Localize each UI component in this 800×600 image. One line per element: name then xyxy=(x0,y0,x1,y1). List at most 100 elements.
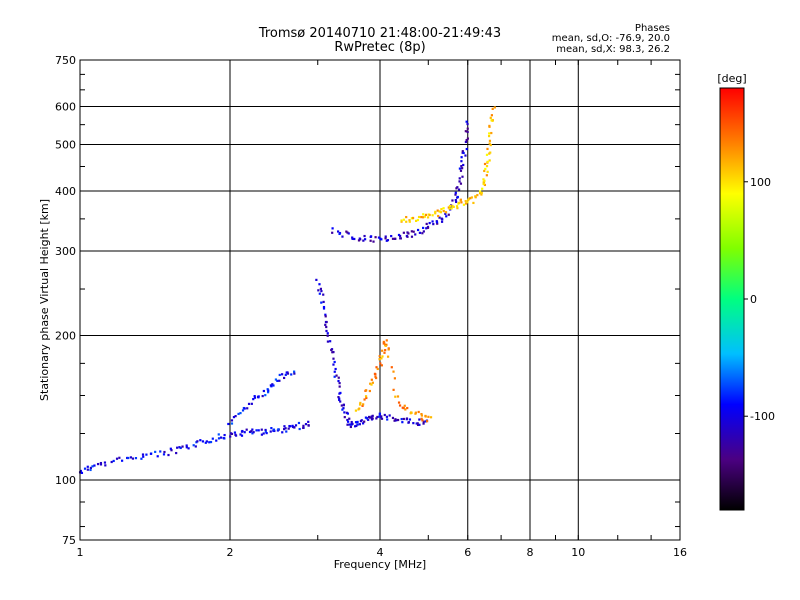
data-point xyxy=(326,334,329,337)
data-point xyxy=(416,218,420,222)
data-point xyxy=(283,425,286,428)
data-point xyxy=(127,456,130,460)
x-axis-label: Frequency [MHz] xyxy=(334,558,426,571)
data-point xyxy=(440,220,444,223)
data-point xyxy=(424,420,427,423)
data-point xyxy=(324,323,327,326)
data-point xyxy=(219,436,223,439)
chart-title: Tromsø 20140710 21:48:00-21:49:43 xyxy=(258,26,502,41)
data-point xyxy=(402,231,405,234)
data-point xyxy=(488,159,491,162)
data-point xyxy=(262,389,265,393)
data-point xyxy=(456,186,459,189)
y-tick-label: 500 xyxy=(55,139,76,152)
data-point xyxy=(455,200,458,203)
data-point xyxy=(380,364,383,367)
data-points xyxy=(78,106,496,475)
data-point xyxy=(290,373,293,376)
data-point xyxy=(370,235,373,238)
data-point xyxy=(417,215,421,219)
data-point xyxy=(324,315,327,318)
data-point xyxy=(465,202,468,205)
data-point xyxy=(427,415,430,418)
data-point xyxy=(331,351,334,354)
data-point xyxy=(89,468,92,472)
data-point xyxy=(439,211,443,214)
data-point xyxy=(407,421,411,424)
data-point xyxy=(261,394,264,398)
data-point xyxy=(388,414,391,417)
data-point xyxy=(469,197,472,200)
data-point xyxy=(115,457,119,460)
data-point xyxy=(408,418,412,421)
data-point xyxy=(485,174,488,177)
data-point xyxy=(365,417,369,420)
data-point xyxy=(460,156,463,159)
data-point xyxy=(429,416,433,419)
data-point xyxy=(293,372,296,375)
data-point xyxy=(93,464,96,467)
data-point xyxy=(422,216,425,219)
data-point xyxy=(359,401,362,405)
data-point xyxy=(386,239,390,242)
data-point xyxy=(262,432,265,435)
data-point xyxy=(416,422,419,425)
data-point xyxy=(223,433,226,437)
data-point xyxy=(358,423,361,426)
data-point xyxy=(462,151,465,155)
data-point xyxy=(363,398,366,401)
data-point xyxy=(369,239,372,242)
x-tick-label: 1 xyxy=(77,546,84,559)
colorbar-unit: [deg] xyxy=(717,72,746,85)
data-point xyxy=(392,388,395,391)
data-point xyxy=(329,340,332,343)
data-point xyxy=(269,430,272,433)
data-point xyxy=(320,290,323,293)
y-tick-label: 400 xyxy=(55,185,76,198)
data-point xyxy=(289,425,292,428)
data-point xyxy=(257,429,260,432)
data-point xyxy=(170,449,173,452)
data-point xyxy=(99,463,103,466)
data-point xyxy=(194,445,197,448)
data-point xyxy=(269,384,272,387)
data-point xyxy=(241,429,244,433)
data-point xyxy=(351,236,354,239)
data-point xyxy=(489,143,492,147)
data-point xyxy=(375,417,378,420)
data-point xyxy=(466,127,469,130)
grid-lines xyxy=(80,60,680,540)
data-point xyxy=(460,160,463,163)
data-point xyxy=(204,441,207,444)
data-point xyxy=(396,418,400,422)
data-point xyxy=(428,221,431,225)
data-point xyxy=(416,423,420,427)
data-point xyxy=(364,395,368,398)
data-point xyxy=(318,292,321,295)
data-point xyxy=(232,415,236,419)
data-point xyxy=(338,382,341,385)
data-point xyxy=(298,427,301,431)
data-point xyxy=(274,378,278,381)
data-point xyxy=(340,404,343,407)
data-point xyxy=(459,182,463,185)
data-point xyxy=(435,221,439,224)
data-point xyxy=(342,404,345,407)
data-point xyxy=(376,367,379,371)
data-point xyxy=(208,441,211,444)
data-point xyxy=(394,395,397,398)
data-point xyxy=(386,355,390,358)
data-point xyxy=(156,455,159,458)
data-point xyxy=(465,120,468,123)
data-point xyxy=(325,329,328,333)
data-point xyxy=(211,437,214,440)
y-tick-label: 75 xyxy=(62,534,76,547)
data-point xyxy=(361,404,364,407)
data-point xyxy=(487,134,491,138)
data-point xyxy=(284,373,287,376)
data-point xyxy=(423,215,427,218)
data-point xyxy=(131,457,135,460)
data-point xyxy=(384,349,387,352)
data-point xyxy=(385,415,389,418)
data-point xyxy=(230,422,234,425)
